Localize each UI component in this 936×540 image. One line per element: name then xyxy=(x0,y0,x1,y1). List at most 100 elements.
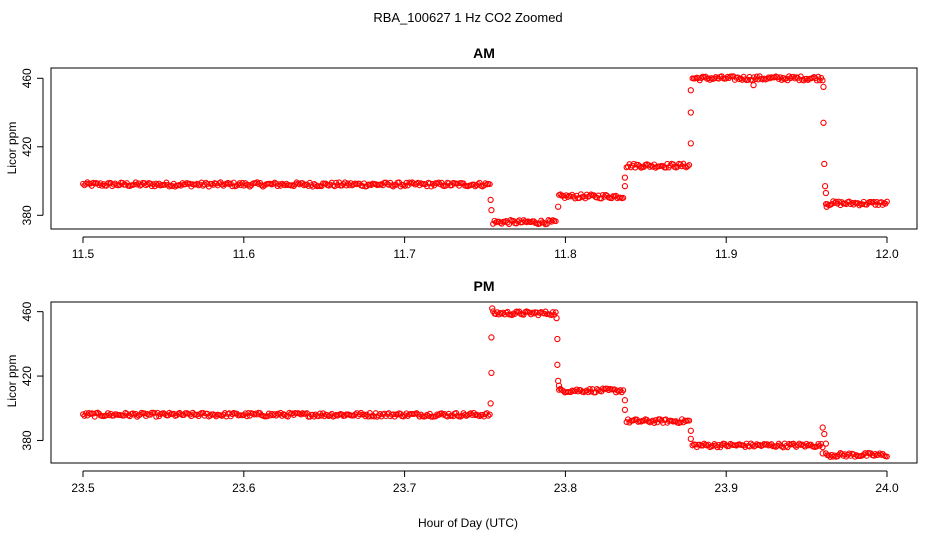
pm-transition-point xyxy=(819,424,826,431)
am-y-axis-label: Licor ppm xyxy=(5,122,19,175)
am-transition-point xyxy=(821,183,829,190)
am-data-point xyxy=(84,179,91,186)
am-data-point xyxy=(680,160,687,167)
pm-panel: PM Licor ppm 23.5 23.6 23.7 23.8 23.9 24.0 38… xyxy=(5,278,918,495)
pm-transition-point xyxy=(821,430,828,438)
pm-data-point xyxy=(129,410,136,417)
am-x-tick-label: 11.9 xyxy=(715,247,738,261)
am-transition-point xyxy=(488,207,495,214)
am-y-tick-label: 420 xyxy=(20,136,34,156)
pm-data-point xyxy=(485,412,492,419)
pm-data-point xyxy=(585,389,592,396)
am-x-axis: 11.5 11.6 11.7 11.8 11.9 12.0 xyxy=(72,236,899,261)
pm-data-point xyxy=(548,312,555,319)
am-data-point xyxy=(598,195,605,202)
pm-transition-point xyxy=(621,406,629,414)
am-data-point xyxy=(635,161,642,168)
am-transition-point xyxy=(487,196,494,204)
pm-x-tick-label: 23.6 xyxy=(232,481,256,495)
am-data-point xyxy=(753,73,760,80)
am-x-tick-label: 11.8 xyxy=(554,247,577,261)
pm-y-axis-label: Licor ppm xyxy=(5,355,19,408)
am-data-point xyxy=(255,181,262,188)
am-data-point xyxy=(552,218,559,225)
pm-transition-point xyxy=(555,382,563,389)
pm-marks xyxy=(80,305,890,460)
am-data-point xyxy=(541,219,548,226)
pm-data-point xyxy=(686,417,693,424)
am-transition-point xyxy=(822,189,830,197)
am-plot-frame xyxy=(50,67,918,230)
pm-data-point xyxy=(748,440,754,447)
am-data-point xyxy=(342,179,348,186)
pm-transition-point xyxy=(822,440,830,447)
am-x-tick-label: 11.7 xyxy=(393,247,416,261)
pm-y-tick-label: 420 xyxy=(20,366,34,386)
pm-data-point xyxy=(243,413,250,420)
pm-x-tick-label: 23.5 xyxy=(71,481,95,495)
am-transition-point xyxy=(687,87,694,94)
pm-transition-point xyxy=(621,397,629,404)
pm-x-tick-label: 23.9 xyxy=(715,481,739,495)
am-transition-point xyxy=(621,183,629,190)
am-transition-point xyxy=(820,119,827,126)
am-data-point xyxy=(428,183,435,190)
am-data-point xyxy=(390,183,397,190)
am-data-point xyxy=(684,163,691,170)
pm-y-axis: 380 420 460 xyxy=(20,301,44,450)
pm-transition-point xyxy=(488,334,495,341)
pm-transition-point xyxy=(687,435,694,442)
pm-data-point xyxy=(651,420,658,426)
am-data-point xyxy=(872,201,879,208)
am-data-point xyxy=(780,74,787,81)
pm-data-point xyxy=(358,409,364,416)
pm-transition-point xyxy=(554,361,561,368)
pm-transition-point xyxy=(687,427,694,434)
pm-plot-frame xyxy=(50,301,918,464)
am-y-tick-label: 460 xyxy=(20,68,34,88)
pm-data-point xyxy=(884,453,890,460)
am-data-point xyxy=(224,179,231,186)
am-data-point xyxy=(561,195,568,202)
am-data-point xyxy=(438,179,445,186)
am-transition-point xyxy=(555,203,562,210)
am-data-point xyxy=(486,181,493,188)
am-marks xyxy=(80,73,890,228)
pm-data-point xyxy=(242,410,249,417)
am-data-point xyxy=(402,182,408,189)
pm-x-tick-label: 23.8 xyxy=(554,481,578,495)
am-data-point xyxy=(870,198,877,205)
am-data-point xyxy=(620,194,627,201)
pm-transition-point xyxy=(553,314,560,322)
am-transition-point xyxy=(821,160,828,168)
am-data-point xyxy=(815,73,822,80)
am-data-point xyxy=(246,183,253,190)
am-transition-point xyxy=(621,174,629,181)
x-axis-label: Hour of Day (UTC) xyxy=(418,516,518,530)
am-data-point xyxy=(686,162,693,168)
am-x-tick-label: 11.6 xyxy=(233,247,256,261)
am-data-point xyxy=(856,202,863,209)
figure-title: RBA_100627 1 Hz CO2 Zoomed xyxy=(373,10,562,25)
pm-transition-point xyxy=(488,369,495,376)
am-y-axis: 380 420 460 xyxy=(20,68,44,225)
am-data-point xyxy=(884,198,890,205)
am-data-point xyxy=(797,73,804,80)
pm-transition-point xyxy=(554,335,561,343)
pm-panel-title: PM xyxy=(474,278,495,294)
am-transition-point xyxy=(820,83,827,90)
am-x-tick-label: 11.5 xyxy=(72,247,95,261)
am-panel: AM Licor ppm 11.5 11.6 11.7 11.8 11.9 12.0 38… xyxy=(5,45,918,261)
pm-transition-point xyxy=(489,305,496,312)
pm-x-tick-label: 24.0 xyxy=(875,481,899,495)
pm-transition-point xyxy=(487,400,494,407)
pm-data-point xyxy=(486,411,493,418)
pm-data-point xyxy=(422,413,429,420)
am-data-point xyxy=(819,77,826,84)
am-data-point xyxy=(123,180,130,186)
pm-data-point xyxy=(91,413,98,420)
am-transition-point xyxy=(687,140,694,147)
pm-x-tick-label: 23.7 xyxy=(393,481,417,495)
am-data-point xyxy=(331,183,338,190)
